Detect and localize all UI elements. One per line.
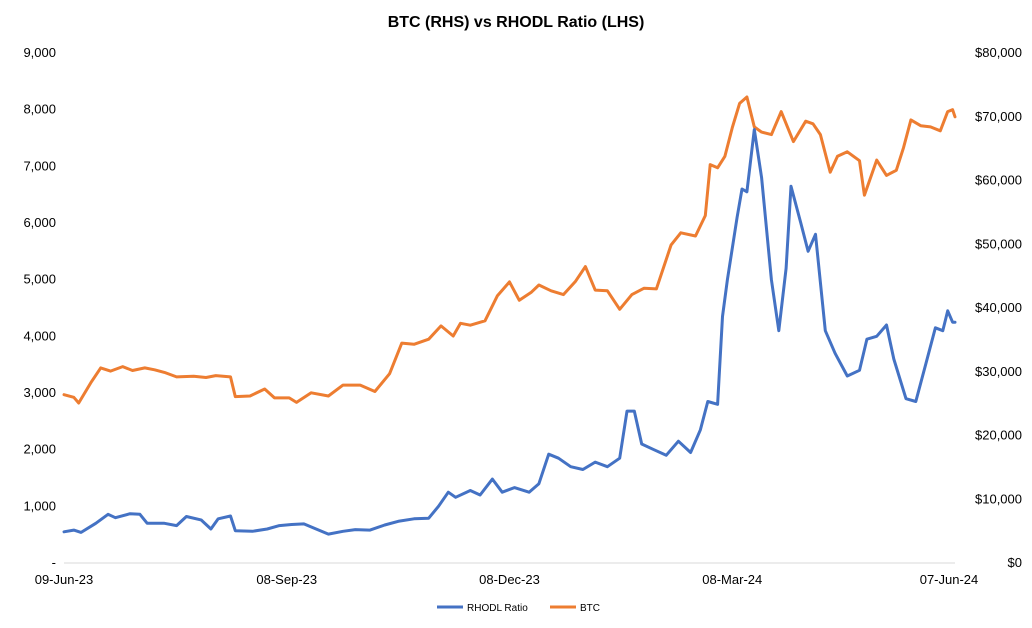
y-right-tick-label: $80,000: [975, 45, 1022, 60]
y-axis-left: - 1,000 2,000 3,000 4,000 5,000 6,000 7,000 8,00…: [23, 45, 56, 570]
legend-label: BTC: [580, 603, 600, 614]
x-tick-label: 07-Jun-24: [920, 572, 979, 587]
x-axis: 09-Jun-23 08-Sep-23 08-Dec-23 08-Mar-24 07-J…: [35, 572, 979, 587]
chart-title: BTC (RHS) vs RHODL Ratio (LHS): [388, 14, 645, 31]
y-left-tick-label: 4,000: [23, 328, 56, 343]
y-left-tick-label: 9,000: [23, 45, 56, 60]
y-left-tick-label: 1,000: [23, 498, 56, 513]
plot-area: [62, 95, 957, 536]
x-tick-label: 08-Mar-24: [702, 572, 762, 587]
legend: RHODL Ratio BTC: [437, 603, 600, 614]
y-right-tick-label: $60,000: [975, 173, 1022, 188]
y-right-tick-label: $70,000: [975, 109, 1022, 124]
y-right-tick-label: $10,000: [975, 491, 1022, 506]
y-left-tick-label: 2,000: [23, 442, 56, 457]
series-line-rhodl-ratio: [62, 128, 957, 536]
y-left-tick-label: 6,000: [23, 215, 56, 230]
series-line-btc: [62, 95, 957, 405]
y-right-tick-label: $30,000: [975, 364, 1022, 379]
y-right-tick-label: $20,000: [975, 428, 1022, 443]
x-tick-label: 08-Sep-23: [256, 572, 317, 587]
y-left-tick-label: 8,000: [23, 102, 56, 117]
y-right-tick-label: $0: [1008, 555, 1022, 570]
x-tick-label: 09-Jun-23: [35, 572, 94, 587]
x-tick-label: 08-Dec-23: [479, 572, 540, 587]
legend-label: RHODL Ratio: [467, 603, 528, 614]
y-right-tick-label: $40,000: [975, 300, 1022, 315]
y-left-tick-label: -: [52, 555, 56, 570]
y-left-tick-label: 5,000: [23, 272, 56, 287]
y-right-tick-label: $50,000: [975, 236, 1022, 251]
y-left-tick-label: 3,000: [23, 385, 56, 400]
y-axis-right: $0 $10,000 $20,000 $30,000 $40,000 $50,000 $60…: [975, 45, 1022, 570]
y-left-tick-label: 7,000: [23, 158, 56, 173]
